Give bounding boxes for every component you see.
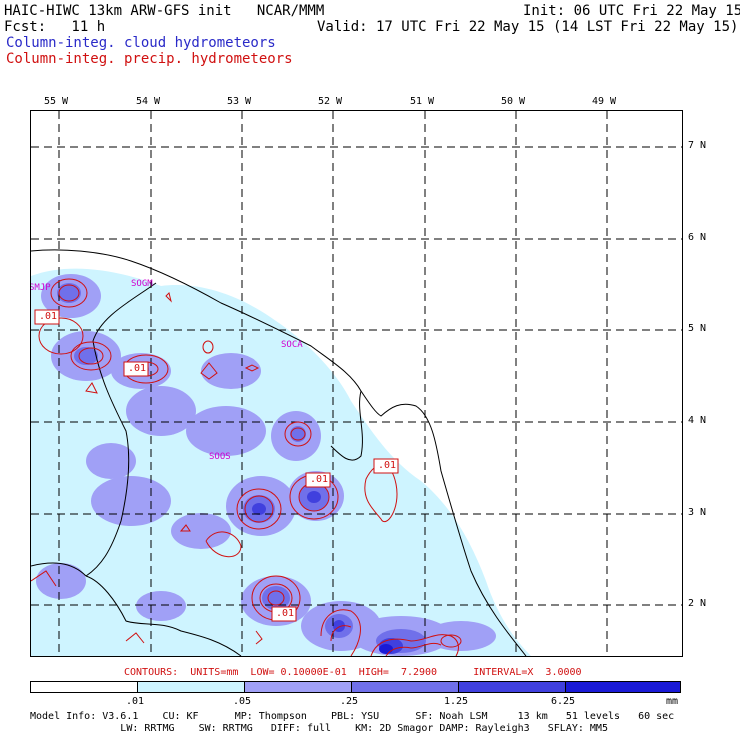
colorbar-tick: 6.25 <box>551 696 576 707</box>
header-valid: Valid: 17 UTC Fri 22 May 15 (14 LST Fri … <box>317 19 739 35</box>
map-panel: .01 .01 .01 .01 .01 SMJP SOGM SOCA SOOS <box>30 110 683 657</box>
colorbar-unit: mm <box>666 696 679 707</box>
header-title: HAIC-HIWC 13km ARW-GFS init NCAR/MMM <box>4 3 325 19</box>
lat-label: 3 N <box>688 507 707 518</box>
lon-label: 54 W <box>136 96 161 107</box>
contour-label: .01 <box>39 311 58 322</box>
lon-label: 50 W <box>501 96 526 107</box>
colorbar-segment <box>351 681 459 693</box>
colorbar-tick: .25 <box>340 696 359 707</box>
lat-label: 6 N <box>688 232 707 243</box>
lat-label: 7 N <box>688 140 707 151</box>
contour-label: .01 <box>128 363 147 374</box>
lon-label: 55 W <box>44 96 69 107</box>
colorbar-segment <box>137 681 245 693</box>
coastline <box>31 249 527 656</box>
contour-label: .01 <box>310 474 329 485</box>
lon-label: 51 W <box>410 96 435 107</box>
station-label: SOGM <box>131 279 153 289</box>
station-label: SOCA <box>281 340 303 350</box>
colorbar-tick: 1.25 <box>444 696 469 707</box>
contours-info: CONTOURS: UNITS=mm LOW= 0.10000E-01 HIGH… <box>124 667 582 678</box>
colorbar-segment <box>565 681 681 693</box>
contour-label: .01 <box>378 460 397 471</box>
station-label: SOOS <box>209 452 231 462</box>
cloud-field-level1 <box>36 274 496 656</box>
lon-label: 52 W <box>318 96 343 107</box>
header-forecast: Fcst: 11 h <box>4 19 106 35</box>
lat-label: 2 N <box>688 598 707 609</box>
station-label: SMJP <box>30 283 51 293</box>
lat-label: 4 N <box>688 415 707 426</box>
colorbar-segment <box>30 681 138 693</box>
lon-label: 49 W <box>592 96 617 107</box>
colorbar-segment <box>458 681 566 693</box>
contour-label-boxes <box>34 309 399 622</box>
map-canvas <box>31 111 682 656</box>
colorbar-segment <box>244 681 352 693</box>
colorbar-tick: .01 <box>126 696 145 707</box>
legend-precip: Column-integ. precip. hydrometeors <box>6 51 293 67</box>
contour-label: .01 <box>276 608 295 619</box>
model-info-line1: Model Info: V3.6.1 CU: KF MP: Thompson P… <box>30 711 675 722</box>
model-info-line2: LW: RRTMG SW: RRTMG DIFF: full KM: 2D Sm… <box>30 723 608 734</box>
lat-label: 5 N <box>688 323 707 334</box>
cloud-field-level4 <box>379 644 393 654</box>
lat-lon-grid <box>31 111 682 656</box>
colorbar-tick: .05 <box>233 696 252 707</box>
lon-label: 53 W <box>227 96 252 107</box>
legend-cloud: Column-integ. cloud hydrometeors <box>6 35 276 51</box>
header-init: Init: 06 UTC Fri 22 May 15 <box>523 3 740 19</box>
